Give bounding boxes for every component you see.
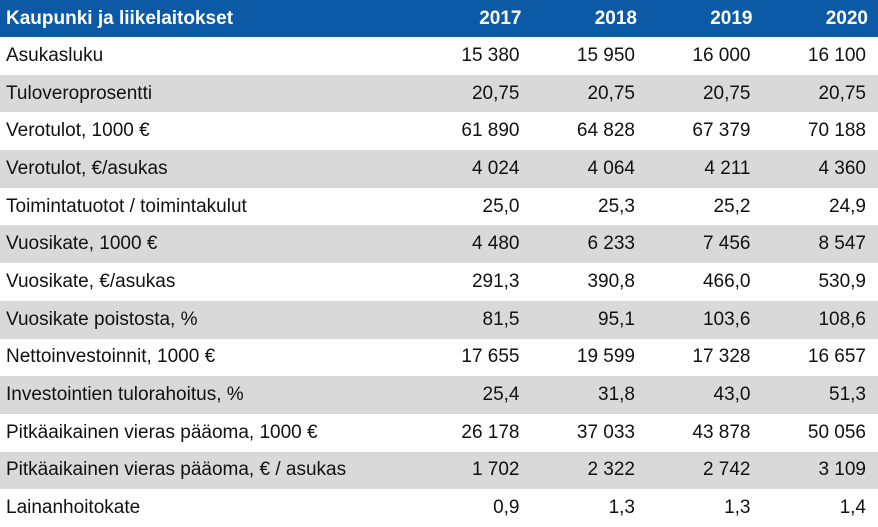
cell-value-2019: 466,0 <box>702 270 751 292</box>
table-row: Pitkäaikainen vieras pääoma, 1000 € 26 17… <box>0 413 878 452</box>
cell-value-2020: 24,9 <box>829 195 866 217</box>
row-label: Verotulot, 1000 € <box>6 120 150 142</box>
table-row: Tuloveroprosentti 20,75 20,75 20,75 20,75 <box>0 74 878 113</box>
header-year-2020: 2020 <box>825 7 868 29</box>
cell-value-2019: 103,6 <box>702 308 751 330</box>
cell-value-2018: 4 064 <box>587 157 635 179</box>
cell-value-2017: 81,5 <box>482 308 520 330</box>
table-row: Verotulot, €/asukas 4 024 4 064 4 211 4 360 <box>0 150 878 188</box>
cell-value-2018: 20,75 <box>587 82 635 104</box>
row-label: Investointien tulorahoitus, % <box>6 384 244 406</box>
cell-value-2017: 0,9 <box>493 497 520 519</box>
table-row: Lainanhoitokate 0,9 1,3 1,3 1,4 <box>0 489 878 527</box>
row-label: Vuosikate, 1000 € <box>6 233 158 255</box>
table-row: Verotulot, 1000 € 61 890 64 828 67 379 70 18… <box>0 112 878 151</box>
row-label: Asukasluku <box>6 44 104 66</box>
cell-value-2020: 51,3 <box>829 384 866 406</box>
cell-value-2018: 37 033 <box>576 421 635 443</box>
cell-value-2019: 16 000 <box>692 44 751 66</box>
cell-value-2019: 25,2 <box>713 195 751 217</box>
cell-value-2019: 7 456 <box>702 233 751 255</box>
cell-value-2017: 61 890 <box>461 120 520 142</box>
header-year-2017: 2017 <box>479 7 522 29</box>
table-row: Toimintatuotot / toimintakulut 25,0 25,3 25… <box>0 187 878 226</box>
cell-value-2017: 15 380 <box>461 44 520 66</box>
row-label: Pitkäaikainen vieras pääoma, € / asukas <box>6 459 347 481</box>
cell-value-2018: 6 233 <box>587 233 635 255</box>
row-label: Tuloveroprosentti <box>6 82 153 104</box>
row-label: Vuosikate, €/asukas <box>6 270 176 292</box>
cell-value-2017: 25,4 <box>482 384 520 406</box>
table-header: Kaupunki ja liikelaitokset 2017 2018 201… <box>0 0 878 37</box>
cell-value-2018: 1,3 <box>608 497 635 519</box>
cell-value-2018: 95,1 <box>598 308 635 330</box>
cell-value-2017: 4 480 <box>471 233 520 255</box>
cell-value-2020: 1,4 <box>839 497 866 519</box>
cell-value-2020: 16 100 <box>807 44 866 66</box>
cell-value-2019: 67 379 <box>692 120 751 142</box>
cell-value-2019: 4 211 <box>704 157 751 179</box>
row-label: Pitkäaikainen vieras pääoma, 1000 € <box>6 421 318 443</box>
table-row: Vuosikate, €/asukas 291,3 390,8 466,0 530,9 <box>0 263 878 301</box>
cell-value-2017: 4 024 <box>471 157 520 179</box>
cell-value-2020: 3 109 <box>818 459 866 481</box>
cell-value-2019: 2 742 <box>702 459 751 481</box>
cell-value-2019: 1,3 <box>724 497 751 519</box>
cell-value-2017: 291,3 <box>471 270 520 292</box>
cell-value-2020: 20,75 <box>818 82 866 104</box>
cell-value-2020: 8 547 <box>818 233 866 255</box>
cell-value-2018: 25,3 <box>598 195 635 217</box>
table-row: Asukasluku 15 380 15 950 16 000 16 100 <box>0 37 878 75</box>
cell-value-2019: 43 878 <box>692 421 751 443</box>
cell-value-2018: 15 950 <box>576 44 635 66</box>
cell-value-2018: 64 828 <box>576 120 635 142</box>
cell-value-2017: 20,75 <box>471 82 520 104</box>
cell-value-2017: 17 655 <box>461 346 520 368</box>
table-row: Pitkäaikainen vieras pääoma, € / asukas 1… <box>0 451 878 490</box>
row-label: Lainanhoitokate <box>6 497 141 519</box>
cell-value-2019: 43,0 <box>713 384 751 406</box>
cell-value-2019: 17 328 <box>692 346 751 368</box>
header-divider <box>0 37 878 39</box>
table-row: Vuosikate, 1000 € 4 480 6 233 7 456 8 547 <box>0 225 878 264</box>
table-row: Investointien tulorahoitus, % 25,4 31,8 43,… <box>0 376 878 414</box>
cell-value-2020: 50 056 <box>807 421 866 443</box>
table-body: Asukasluku 15 380 15 950 16 000 16 100 Tulove… <box>0 37 878 527</box>
row-label: Verotulot, €/asukas <box>6 157 168 179</box>
cell-value-2017: 26 178 <box>461 421 520 443</box>
header-year-2018: 2018 <box>594 7 637 29</box>
cell-value-2020: 530,9 <box>818 270 866 292</box>
row-label: Vuosikate poistosta, % <box>6 308 198 330</box>
table-row: Nettoinvestoinnit, 1000 € 17 655 19 599 17 … <box>0 338 878 377</box>
header-label: Kaupunki ja liikelaitokset <box>6 7 234 29</box>
cell-value-2018: 390,8 <box>587 270 635 292</box>
table-row: Vuosikate poistosta, % 81,5 95,1 103,6 108,6 <box>0 300 878 339</box>
header-row: Kaupunki ja liikelaitokset 2017 2018 201… <box>0 0 878 37</box>
row-label: Toimintatuotot / toimintakulut <box>6 195 247 217</box>
cell-value-2020: 16 657 <box>807 346 866 368</box>
cell-value-2020: 70 188 <box>807 120 866 142</box>
row-label: Nettoinvestoinnit, 1000 € <box>6 346 216 368</box>
cell-value-2020: 108,6 <box>818 308 866 330</box>
header-year-2019: 2019 <box>710 7 753 29</box>
cell-value-2020: 4 360 <box>818 157 866 179</box>
cell-value-2018: 31,8 <box>598 384 635 406</box>
cell-value-2017: 25,0 <box>482 195 520 217</box>
cell-value-2018: 19 599 <box>576 346 635 368</box>
cell-value-2017: 1 702 <box>471 459 520 481</box>
cell-value-2018: 2 322 <box>587 459 635 481</box>
cell-value-2019: 20,75 <box>702 82 751 104</box>
